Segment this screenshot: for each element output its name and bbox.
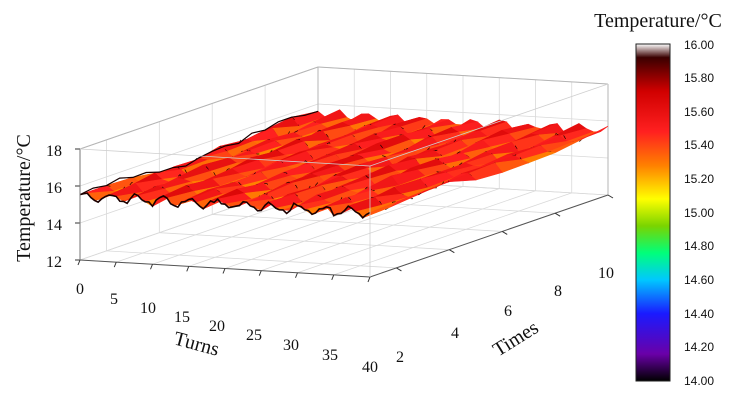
- front-box-edges: [75, 83, 614, 283]
- side-wall-grid-line: [79, 103, 319, 187]
- colorbar-tick-label: 15.00: [684, 206, 714, 220]
- floor-grid-line: [261, 188, 500, 272]
- y-tick-label: 4: [451, 325, 459, 342]
- x-tick-label: 35: [322, 347, 338, 364]
- colorbar-tick-label: 14.20: [684, 340, 714, 354]
- box-front-edge: [369, 83, 609, 167]
- z-tick-label: 16: [46, 180, 62, 197]
- x-tick-label: 40: [362, 359, 378, 376]
- y-tick-mark: [396, 267, 402, 272]
- z-axis-ticks: 12 14 16 18: [46, 143, 62, 271]
- floor-grid-line: [159, 232, 450, 251]
- surface-contour-line: [132, 172, 424, 200]
- colorbar-tick-label: 14.40: [684, 307, 714, 321]
- x-tick-label: 25: [246, 327, 262, 344]
- x-tick-mark: [295, 272, 298, 278]
- x-axis-ticks: 0 5 10 15 20 25 30 35 40: [76, 281, 378, 376]
- floor-grid-line: [297, 190, 536, 274]
- z-tick-label: 12: [46, 254, 62, 271]
- colorbar-tick-label: 14.60: [684, 273, 714, 287]
- y-tick-mark: [449, 249, 455, 254]
- y-axis-ticks: 2 4 6 8 10: [396, 265, 614, 366]
- colorbar-ticks: 14.00 14.20 14.40 14.60 14.80 15.00 15.2…: [684, 38, 714, 388]
- colorbar-tick-label: 14.00: [684, 374, 714, 388]
- floor-grid-line: [224, 186, 464, 269]
- box-front-edge: [79, 148, 371, 167]
- colorbar-tick-label: 15.20: [684, 172, 714, 186]
- colorbar-tick-label: 15.60: [684, 105, 714, 119]
- x-tick-mark: [331, 274, 335, 281]
- colorbar: [635, 43, 671, 382]
- floor-grid-line: [333, 192, 572, 276]
- x-tick-label: 10: [140, 300, 156, 317]
- z-tick-label: 14: [46, 217, 62, 234]
- colorbar-tick-label: 14.80: [684, 239, 714, 253]
- y-tick-mark: [607, 194, 614, 199]
- x-tick-label: 0: [76, 281, 84, 298]
- floor-grid-line: [212, 214, 503, 232]
- x-tick-mark: [150, 264, 153, 270]
- box-edge: [317, 66, 609, 85]
- x-tick-mark: [77, 259, 81, 266]
- x-tick-mark: [222, 268, 226, 274]
- colorbar-tick-label: 16.00: [684, 38, 714, 52]
- colorbar-title: Temperature/°C: [594, 10, 722, 32]
- box-edge: [79, 66, 319, 150]
- x-tick-label: 30: [283, 337, 299, 354]
- y-tick-mark: [554, 212, 561, 217]
- y-axis-title: Times: [489, 316, 543, 361]
- x-tick-mark: [186, 266, 190, 272]
- colorbar-tick-label: 15.80: [684, 71, 714, 85]
- floor-grid-line: [106, 250, 397, 269]
- surface-left-edge: [79, 110, 319, 196]
- y-tick-label: 2: [396, 349, 404, 366]
- x-tick-mark: [367, 276, 371, 283]
- x-tick-label: 15: [174, 309, 190, 326]
- z-axis-title: Temperature/°C: [13, 134, 35, 262]
- y-tick-label: 6: [504, 303, 512, 320]
- x-tick-mark: [113, 261, 117, 268]
- x-tick-mark: [258, 270, 262, 276]
- y-tick-mark: [501, 231, 508, 235]
- surface-contour-line: [79, 192, 371, 219]
- y-tick-label: 8: [554, 283, 562, 300]
- y-tick-label: 10: [598, 265, 614, 282]
- x-tick-label: 20: [209, 318, 225, 335]
- y-axis-line: [369, 194, 609, 278]
- back-wall-grid-line: [317, 103, 609, 122]
- colorbar-tick-label: 15.40: [684, 138, 714, 152]
- surface: [79, 109, 609, 219]
- x-tick-label: 5: [110, 291, 118, 308]
- z-tick-label: 18: [46, 143, 62, 160]
